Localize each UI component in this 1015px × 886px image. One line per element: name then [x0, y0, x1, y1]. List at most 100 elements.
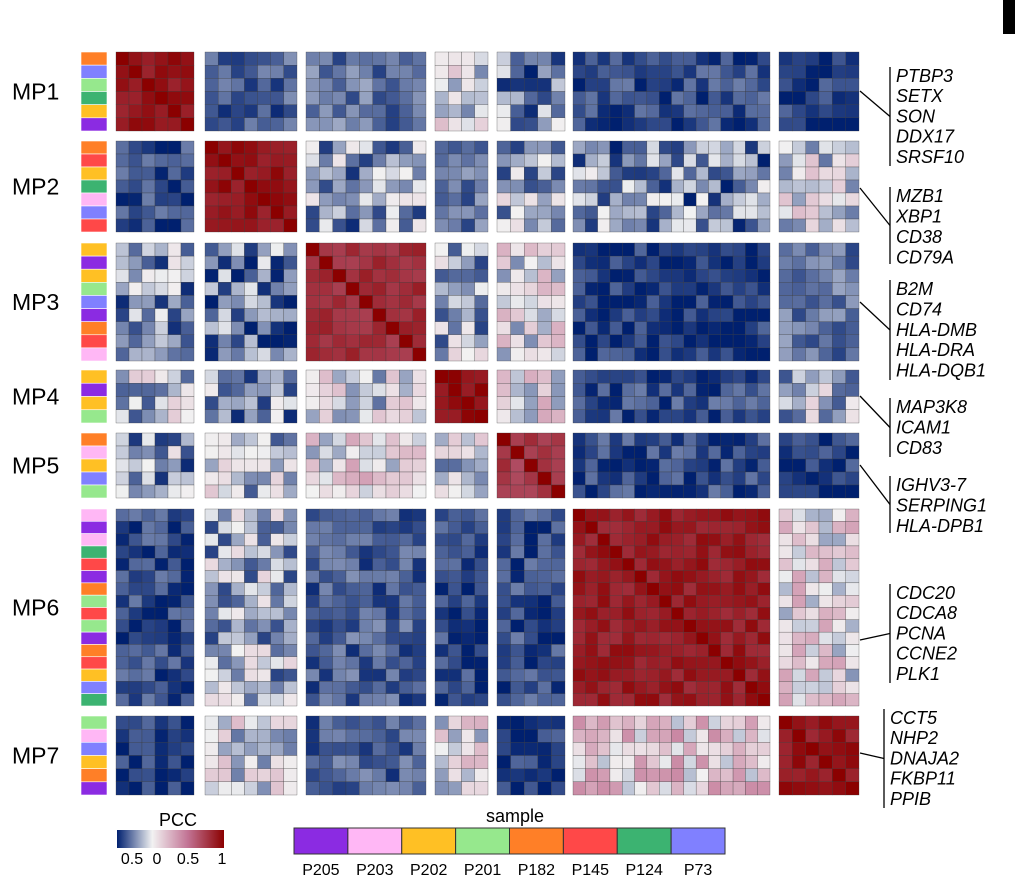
heatmap-cell — [115, 117, 130, 132]
heatmap-cell — [572, 334, 586, 349]
heatmap-cell — [345, 396, 360, 410]
heatmap-cell — [115, 78, 130, 92]
heatmap-cell — [461, 321, 475, 335]
heatmap-cell — [244, 242, 258, 257]
heatmap-cell — [732, 140, 746, 155]
heatmap-cell — [372, 255, 387, 270]
heatmap-cell — [695, 409, 709, 424]
heatmap-cell — [305, 595, 320, 608]
heatmap-cell — [745, 458, 758, 473]
heatmap-cell — [180, 432, 195, 447]
heatmap-cell — [510, 140, 525, 155]
heatmap-cell — [128, 533, 143, 547]
heatmap-cell — [283, 347, 298, 362]
heatmap-cell — [332, 369, 347, 384]
heatmap-cell — [154, 729, 169, 743]
heatmap-cell — [332, 715, 347, 730]
heatmap-cell — [609, 693, 623, 707]
heatmap-cell — [474, 51, 489, 66]
heatmap-cell — [551, 383, 566, 397]
heatmap-cell — [345, 383, 360, 397]
heatmap-cell — [646, 681, 660, 694]
heatmap-cell — [141, 619, 156, 633]
heatmap-cell — [115, 471, 130, 486]
heatmap-cell — [448, 91, 462, 105]
heatmap-cell — [217, 558, 232, 571]
heatmap-cell — [231, 396, 245, 410]
heatmap-cell — [167, 166, 182, 181]
heatmap-cell — [461, 644, 475, 657]
heatmap-cell — [434, 595, 449, 608]
heatmap-cell — [154, 445, 169, 460]
heatmap-cell — [646, 715, 660, 730]
heatmap-cell — [332, 631, 347, 645]
heatmap-cell — [399, 369, 413, 384]
heatmap-cell — [385, 508, 400, 522]
heatmap-cell — [141, 369, 156, 384]
heatmap-cell — [217, 166, 232, 181]
heatmap-cell — [778, 715, 793, 730]
heatmap-cell — [448, 383, 462, 397]
heatmap-cell — [412, 140, 427, 155]
heatmap-cell — [745, 255, 758, 270]
heatmap-cell — [180, 781, 195, 796]
heatmap-cell — [448, 558, 462, 571]
heatmap-cell — [167, 715, 182, 730]
heatmap-cell — [270, 781, 284, 796]
heatmap-cell — [319, 582, 333, 596]
heatmap-cell — [622, 117, 635, 132]
heatmap-cell — [524, 308, 538, 322]
heatmap-cell — [634, 117, 648, 132]
heatmap-cell — [720, 153, 734, 168]
heatmap-cell — [683, 347, 697, 362]
heatmap-cell — [597, 729, 611, 743]
heatmap-cell — [359, 715, 373, 730]
heatmap-cell — [231, 140, 245, 155]
heatmap-cell — [154, 582, 169, 596]
heatmap-cell — [510, 458, 525, 473]
heatmap-cell — [695, 282, 709, 296]
heatmap-cell — [805, 458, 820, 473]
heatmap-cell — [757, 681, 771, 694]
heatmap-cell — [805, 545, 820, 559]
sample-bar-cell — [80, 255, 108, 270]
heatmap-cell — [141, 570, 156, 584]
heatmap-cell — [597, 65, 611, 79]
heatmap-cell — [646, 321, 660, 335]
heatmap-grid — [115, 51, 860, 796]
heatmap-cell — [720, 369, 734, 384]
heatmap-cell — [115, 192, 130, 207]
sample-annotation-bars — [80, 51, 108, 796]
heatmap-cell — [659, 396, 672, 410]
heatmap-cell — [622, 742, 635, 756]
heatmap-cell — [622, 458, 635, 473]
heatmap-cell — [818, 153, 833, 168]
heatmap-cell — [332, 269, 347, 283]
heatmap-cell — [832, 179, 846, 194]
heatmap-cell — [609, 508, 623, 522]
block-MP2-MP2 — [204, 140, 298, 233]
heatmap-cell — [231, 445, 245, 460]
heatmap-cell — [778, 595, 793, 608]
heatmap-cell — [399, 117, 413, 132]
block-MP6-MP3 — [305, 508, 427, 707]
heatmap-cell — [572, 715, 586, 730]
heatmap-cell — [372, 140, 387, 155]
heatmap-cell — [805, 321, 820, 335]
heatmap-cell — [319, 656, 333, 670]
heatmap-cell — [319, 308, 333, 322]
sample-bar-cell — [80, 545, 108, 559]
heatmap-cell — [510, 91, 525, 105]
heatmap-cell — [524, 631, 538, 645]
heatmap-cell — [609, 631, 623, 645]
heatmap-cell — [474, 166, 489, 181]
heatmap-cell — [792, 715, 806, 730]
heatmap-cell — [217, 644, 232, 657]
heatmap-cell — [524, 117, 538, 132]
heatmap-cell — [659, 91, 672, 105]
heatmap-cell — [141, 558, 156, 571]
heatmap-cell — [745, 51, 758, 66]
heatmap-cell — [634, 668, 648, 682]
heatmap-cell — [412, 166, 427, 181]
heatmap-cell — [474, 321, 489, 335]
